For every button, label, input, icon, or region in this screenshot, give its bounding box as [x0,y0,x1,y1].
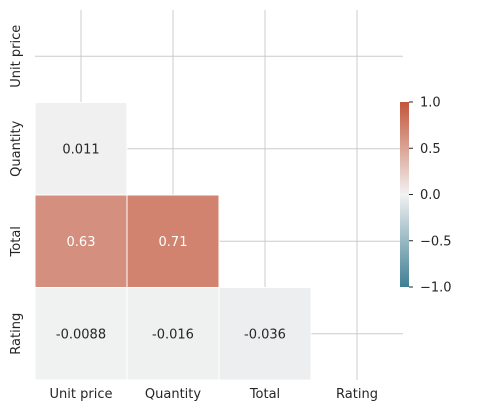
y-tick-label: Rating [9,313,24,355]
heatmap-cell-3-2 [218,287,312,381]
colorbar-tick-label: 0.5 [420,142,441,157]
heatmap-cell-2-1 [126,194,220,288]
cell-value-label: -0.016 [152,327,194,342]
colorbar: 1.0 0.5 0.0 −0.5 −1.0 [400,96,452,296]
y-axis-tick-labels: Unit price Quantity Total Rating [9,25,24,355]
cell-value-label: 0.71 [159,235,188,250]
heatmap-cell-2-0 [34,194,128,288]
y-tick-label: Quantity [9,120,24,176]
colorbar-tick-label: −0.5 [420,234,452,249]
cell-value-label: 0.011 [62,142,99,157]
heatmap-cells [34,102,312,381]
cell-value-label: 0.63 [67,235,96,250]
y-tick-label: Total [9,226,24,257]
x-axis-tick-labels: Unit price Quantity Total Rating [50,387,378,402]
heatmap-cell-1-0 [34,102,128,196]
x-tick-label: Total [249,387,280,402]
colorbar-tick-label: 1.0 [420,96,441,111]
x-tick-label: Quantity [145,387,201,402]
cell-value-label: -0.036 [244,327,286,342]
cell-value-labels: 0.011 0.63 0.71 -0.0088 -0.016 -0.036 [56,142,286,342]
colorbar-tick-label: 0.0 [420,188,441,203]
y-tick-label: Unit price [9,25,24,88]
colorbar-tick-label: −1.0 [420,281,452,296]
cell-value-label: -0.0088 [56,327,106,342]
colorbar-gradient [400,102,409,287]
x-tick-label: Unit price [50,387,113,402]
x-tick-label: Rating [336,387,378,402]
